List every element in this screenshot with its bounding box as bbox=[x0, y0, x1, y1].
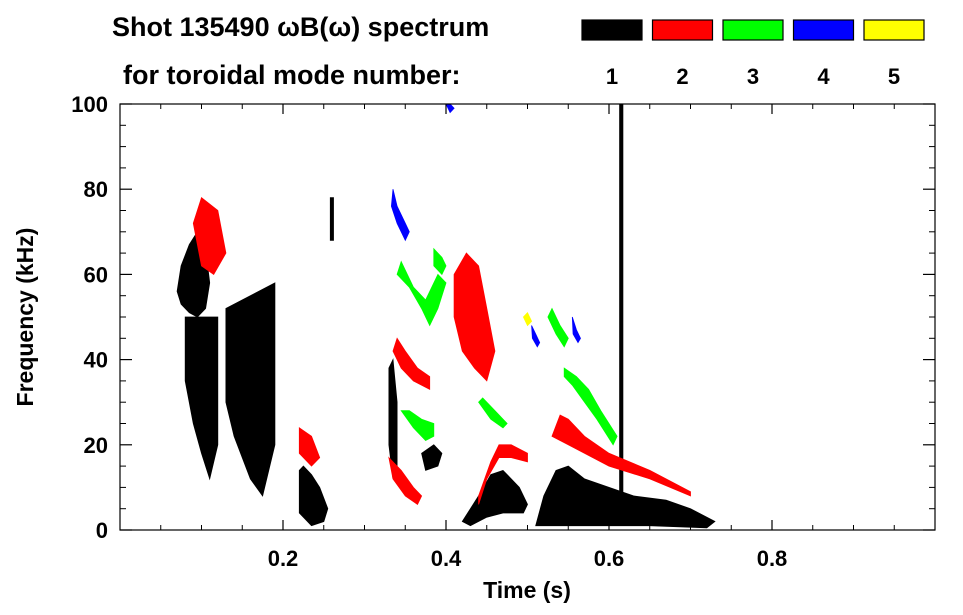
legend-label-2: 2 bbox=[676, 64, 688, 89]
x-tick-label: 0.6 bbox=[594, 546, 625, 571]
feature-n4-0.34 bbox=[390, 189, 410, 242]
feature-n2-0.22 bbox=[298, 427, 321, 467]
feature-n1-line-0.26 bbox=[329, 197, 334, 241]
chart-title: Shot 135490 ωB(ω) spectrum bbox=[112, 12, 489, 42]
x-tick-label: 0.2 bbox=[268, 546, 299, 571]
legend-swatch-1 bbox=[581, 19, 643, 41]
spectrum-features bbox=[176, 103, 716, 529]
legend-label-3: 3 bbox=[747, 64, 759, 89]
title-block: Shot 135490 ωB(ω) spectrum for toroidal … bbox=[112, 12, 489, 90]
feature-n2-blob-0.43 bbox=[453, 252, 496, 382]
feature-n1-bursts-0.55 bbox=[535, 465, 716, 529]
feature-n4-top bbox=[445, 103, 455, 114]
legend-label-5: 5 bbox=[888, 64, 900, 89]
y-tick-label: 100 bbox=[71, 92, 108, 117]
legend-swatch-3 bbox=[722, 19, 784, 41]
y-tick-label: 40 bbox=[84, 348, 108, 373]
feature-n1-line-0.61 bbox=[619, 103, 624, 510]
feature-n2-early bbox=[192, 197, 227, 275]
legend-label-1: 1 bbox=[606, 64, 618, 89]
feature-n5-0.5 bbox=[522, 312, 533, 327]
feature-n1-bursts-0.45 bbox=[461, 469, 528, 527]
feature-n1-streaks-early bbox=[184, 316, 219, 481]
x-axis-label: Time (s) bbox=[483, 577, 571, 603]
feature-n3-chirp-0.56 bbox=[563, 367, 618, 446]
feature-n1-streaks-mid bbox=[225, 282, 276, 497]
feature-n4-0.56 bbox=[571, 316, 581, 344]
feature-n1-burst-0.23 bbox=[298, 465, 329, 527]
feature-n2-chirp-0.36-low bbox=[388, 456, 423, 505]
feature-n2-chirp-0.36 bbox=[392, 337, 431, 391]
legend-swatch-5 bbox=[863, 19, 925, 41]
feature-n1-blob-0.38 bbox=[421, 444, 443, 471]
feature-n3-0.36-low bbox=[400, 410, 435, 441]
x-tick-label: 0.8 bbox=[757, 546, 788, 571]
feature-n3-0.54-upper bbox=[547, 307, 569, 348]
legend-swatch-4 bbox=[792, 19, 855, 41]
y-tick-label: 0 bbox=[96, 518, 108, 543]
feature-n2-chirp-0.55 bbox=[551, 414, 691, 497]
legend: 1 2 3 4 5 bbox=[581, 19, 925, 89]
chart-subtitle: for toroidal mode number: bbox=[123, 60, 461, 90]
legend-label-4: 4 bbox=[817, 64, 830, 89]
axes: 0.2 0.4 0.6 0.8 0 20 40 60 80 100 bbox=[71, 92, 935, 571]
feature-n2-chirp-0.46 bbox=[478, 444, 528, 505]
feature-n3-0.39-upper bbox=[433, 247, 447, 276]
legend-swatch-2 bbox=[651, 19, 714, 41]
feature-n4-0.51 bbox=[531, 325, 541, 348]
feature-n3-chirp-0.45 bbox=[478, 397, 508, 429]
x-tick-label: 0.4 bbox=[431, 546, 462, 571]
y-axis-label: Frequency (kHz) bbox=[12, 228, 38, 407]
y-tick-label: 80 bbox=[84, 177, 108, 202]
y-tick-label: 20 bbox=[84, 433, 108, 458]
y-tick-label: 60 bbox=[84, 262, 108, 287]
feature-n3-chirp-0.36 bbox=[396, 260, 447, 327]
